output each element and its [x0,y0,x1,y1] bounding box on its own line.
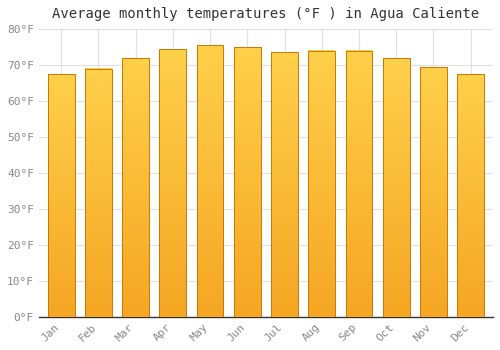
Bar [234,47,260,317]
Bar [383,58,409,317]
Title: Average monthly temperatures (°F ) in Agua Caliente: Average monthly temperatures (°F ) in Ag… [52,7,480,21]
Bar [122,58,149,317]
Bar [85,69,112,317]
Bar [196,45,224,317]
Bar [271,52,298,317]
Bar [458,74,484,317]
Bar [346,51,372,317]
Bar [308,51,335,317]
Bar [160,49,186,317]
Bar [48,74,74,317]
Bar [420,67,447,317]
